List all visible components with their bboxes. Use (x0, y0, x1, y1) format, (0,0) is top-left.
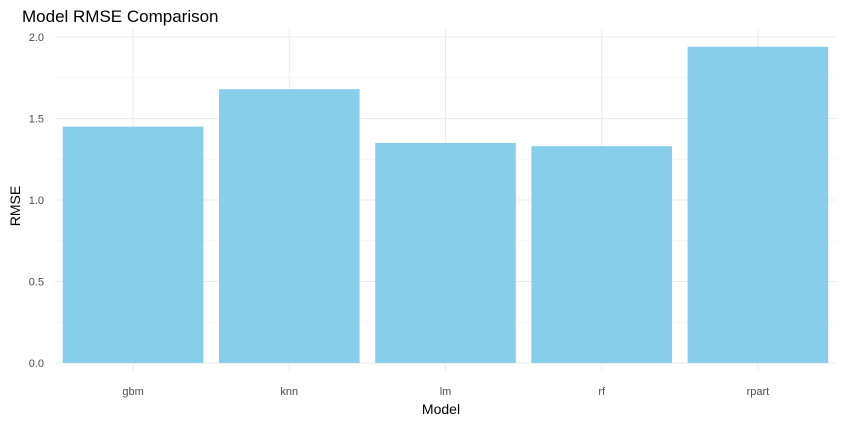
bar-rf (531, 146, 672, 363)
bar-lm (375, 142, 516, 363)
bar-knn (219, 89, 360, 363)
x-tick-label: knn (280, 386, 298, 398)
y-axis-ticks: 0.0 0.5 1.0 1.5 2.0 (29, 32, 44, 370)
bar-gbm (62, 126, 204, 364)
y-tick-label: 0.5 (29, 277, 44, 289)
x-tick-label: rf (598, 386, 606, 398)
x-tick-label: lm (440, 386, 452, 398)
x-tick-label: gbm (122, 386, 143, 398)
y-tick-label: 1.0 (29, 195, 44, 207)
bar-rpart (687, 46, 829, 363)
y-tick-label: 0.0 (29, 358, 44, 370)
x-tick-label: rpart (747, 386, 770, 398)
bars (62, 46, 829, 364)
x-axis-ticks: gbm knn lm rf rpart (122, 386, 769, 398)
chart-title: Model RMSE Comparison (22, 7, 219, 26)
y-tick-label: 1.5 (29, 114, 44, 126)
x-axis-title: Model (422, 401, 460, 417)
y-tick-label: 2.0 (29, 32, 44, 44)
y-axis-title: RMSE (7, 186, 23, 226)
